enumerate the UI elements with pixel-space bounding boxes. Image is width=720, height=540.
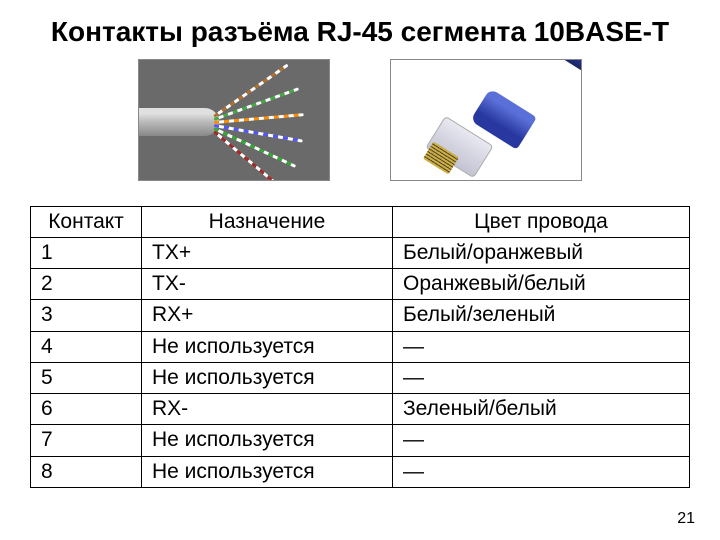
- cell-color: Белый/зеленый: [393, 300, 690, 331]
- table-row: 6RX-Зеленый/белый: [31, 394, 690, 425]
- cell-color: —: [393, 331, 690, 362]
- table-header-row: Контакт Назначение Цвет провода: [31, 206, 690, 237]
- table-row: 5Не используется—: [31, 362, 690, 393]
- cell-contact: 8: [31, 456, 142, 487]
- cell-purpose: TX-: [142, 269, 393, 300]
- header-color: Цвет провода: [393, 206, 690, 237]
- cell-contact: 2: [31, 269, 142, 300]
- cell-purpose: RX-: [142, 394, 393, 425]
- cell-color: —: [393, 362, 690, 393]
- cell-color: Белый/оранжевый: [393, 237, 690, 268]
- cell-contact: 7: [31, 425, 142, 456]
- cell-color: —: [393, 425, 690, 456]
- table-row: 4Не используется—: [31, 331, 690, 362]
- cell-purpose: Не используется: [142, 331, 393, 362]
- cell-contact: 1: [31, 237, 142, 268]
- cell-contact: 3: [31, 300, 142, 331]
- cell-contact: 5: [31, 362, 142, 393]
- table-row: 7Не используется—: [31, 425, 690, 456]
- table-row: 3RX+Белый/зеленый: [31, 300, 690, 331]
- cell-contact: 6: [31, 394, 142, 425]
- table-row: 2TX-Оранжевый/белый: [31, 269, 690, 300]
- table-row: 1TX+Белый/оранжевый: [31, 237, 690, 268]
- header-purpose: Назначение: [142, 206, 393, 237]
- cell-color: Оранжевый/белый: [393, 269, 690, 300]
- images-row: [20, 59, 700, 181]
- pinout-table: Контакт Назначение Цвет провода 1TX+Белы…: [30, 206, 690, 488]
- cell-color: —: [393, 456, 690, 487]
- page-title: Контакты разъёма RJ-45 сегмента 10BASE-T: [20, 15, 700, 49]
- cell-purpose: Не используется: [142, 456, 393, 487]
- cell-purpose: Не используется: [142, 362, 393, 393]
- page-number: 21: [677, 510, 695, 528]
- rj45-connector-image: [390, 59, 582, 181]
- twisted-pair-cable-image: [138, 59, 330, 181]
- cell-purpose: TX+: [142, 237, 393, 268]
- header-contact: Контакт: [31, 206, 142, 237]
- cell-color: Зеленый/белый: [393, 394, 690, 425]
- cell-purpose: RX+: [142, 300, 393, 331]
- cell-contact: 4: [31, 331, 142, 362]
- cell-purpose: Не используется: [142, 425, 393, 456]
- table-row: 8Не используется—: [31, 456, 690, 487]
